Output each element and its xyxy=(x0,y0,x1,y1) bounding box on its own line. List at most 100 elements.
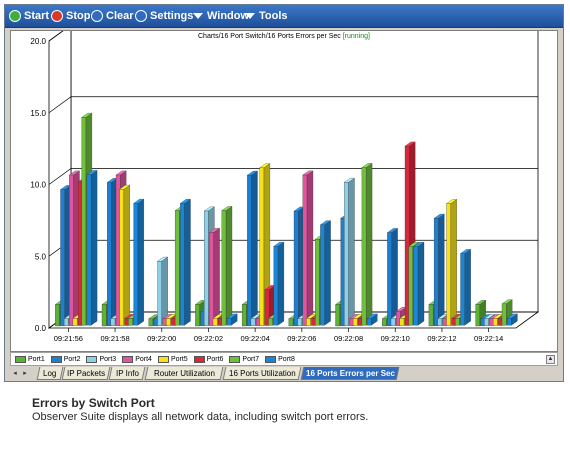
bar xyxy=(428,304,434,327)
legend-swatch xyxy=(122,355,134,363)
bar xyxy=(320,224,325,326)
clear-label: Clear xyxy=(106,10,134,22)
bar-side xyxy=(464,249,471,326)
dropdown-arrow-icon xyxy=(193,13,203,19)
bar xyxy=(288,318,294,327)
bar xyxy=(110,318,116,326)
bar xyxy=(382,318,387,327)
tab-16-ports-errors-label: 16 Ports Errors per Sec xyxy=(305,369,395,378)
bar-side xyxy=(348,177,355,327)
legend-item: Port2 xyxy=(50,355,80,363)
legend-label: Port8 xyxy=(278,355,295,363)
tab-ip-info-label: IP Info xyxy=(115,369,139,378)
settings-label: Settings xyxy=(150,10,194,22)
bar xyxy=(366,317,372,326)
bar-side xyxy=(306,170,314,326)
start-button[interactable]: Start xyxy=(9,8,49,24)
window-menu[interactable]: Window xyxy=(193,8,249,24)
stop-button[interactable]: Stop xyxy=(51,8,90,24)
bar xyxy=(475,304,480,327)
bar-side xyxy=(324,220,331,326)
bar xyxy=(335,304,340,327)
tab-scroll-right-icon[interactable]: ▸ xyxy=(23,370,27,377)
tab-scroll-left-icon[interactable]: ◂ xyxy=(13,370,17,377)
gridline xyxy=(48,168,538,185)
tab-16-ports-errors[interactable]: 16 Ports Errors per Sec xyxy=(300,367,400,380)
bar-side xyxy=(213,227,220,326)
legend-label: Port5 xyxy=(170,355,188,363)
bar xyxy=(361,167,367,326)
settings-button[interactable]: Settings xyxy=(135,8,193,24)
bar xyxy=(247,175,252,327)
bar-side xyxy=(438,213,445,327)
bar xyxy=(180,203,185,326)
stop-label: Stop xyxy=(66,10,91,22)
legend-swatch xyxy=(157,355,169,363)
bar xyxy=(404,145,410,326)
bar xyxy=(119,189,124,326)
bar-side xyxy=(225,206,233,326)
bar xyxy=(101,304,107,327)
legend-scroll-button[interactable]: ▲ xyxy=(546,355,555,364)
bar xyxy=(63,318,69,326)
clear-button[interactable]: Clear xyxy=(91,8,134,24)
bar-side xyxy=(417,241,425,326)
caption-title: Errors by Switch Port xyxy=(32,396,155,410)
bar xyxy=(344,182,349,326)
bar xyxy=(413,246,419,326)
bar-side xyxy=(123,184,130,326)
bar xyxy=(484,318,489,326)
legend-label: Port7 xyxy=(242,355,260,363)
clear-icon xyxy=(91,10,103,22)
tab-ip-info[interactable]: IP Info xyxy=(108,367,146,380)
tab-log[interactable]: Log xyxy=(36,367,64,380)
bar xyxy=(60,189,65,327)
gridline xyxy=(48,96,538,114)
window-label: Window xyxy=(207,10,250,22)
y-tick-label: 20.0 xyxy=(30,37,46,46)
bar xyxy=(501,303,507,326)
gridline xyxy=(48,31,64,42)
y-tick-label: 15.0 xyxy=(30,109,46,118)
bar xyxy=(72,318,78,326)
play-icon xyxy=(9,10,21,22)
bar xyxy=(250,318,256,326)
bar xyxy=(107,182,112,327)
tab-navigation: ◂ ▸ xyxy=(10,368,34,379)
tab-ip-packets[interactable]: IP Packets xyxy=(61,367,111,380)
chart-svg: 0.0 5.0 10.0 15.0 20.0 09:21:56 09:21:58 09:22:… xyxy=(30,31,540,343)
tab-log-label: Log xyxy=(43,369,57,378)
bar xyxy=(212,318,218,326)
x-tick-label: 09:22:04 xyxy=(241,334,270,343)
bar xyxy=(297,318,302,326)
bar xyxy=(390,318,396,326)
bar xyxy=(302,174,308,326)
bar xyxy=(408,246,413,326)
legend-item: Port7 xyxy=(229,355,260,363)
x-tick-label: 09:22:10 xyxy=(381,334,410,343)
chart-status: [running] xyxy=(342,33,370,40)
bar-side xyxy=(184,198,191,326)
bar xyxy=(86,174,92,326)
bar xyxy=(306,318,311,326)
stop-icon xyxy=(51,10,63,22)
y-tick-label: 0.0 xyxy=(35,324,47,333)
bar xyxy=(437,318,443,326)
bar xyxy=(166,318,171,326)
legend-item: Port6 xyxy=(193,355,223,363)
x-tick-label: 09:22:08 xyxy=(334,334,363,343)
chart-legend: Port1 Port2 Port3 Port4 Port5 Port6 Port7 Port8… xyxy=(10,352,558,366)
chart-title-text: Charts/16 Port Switch/16 Ports Errors pe… xyxy=(198,33,341,40)
tab-16-ports-utilization[interactable]: 16 Ports Utilization xyxy=(222,367,302,380)
bar xyxy=(69,174,74,326)
settings-icon xyxy=(135,10,147,22)
bar xyxy=(493,318,498,326)
bar xyxy=(148,318,154,327)
x-tick-label: 09:22:00 xyxy=(147,334,176,343)
tab-ip-packets-label: IP Packets xyxy=(66,369,106,378)
bar xyxy=(174,210,180,326)
tools-menu[interactable]: Tools xyxy=(245,8,288,24)
legend-label: Port3 xyxy=(99,355,117,363)
tab-router-utilization[interactable]: Router Utilization xyxy=(144,367,224,380)
bar xyxy=(268,318,273,326)
